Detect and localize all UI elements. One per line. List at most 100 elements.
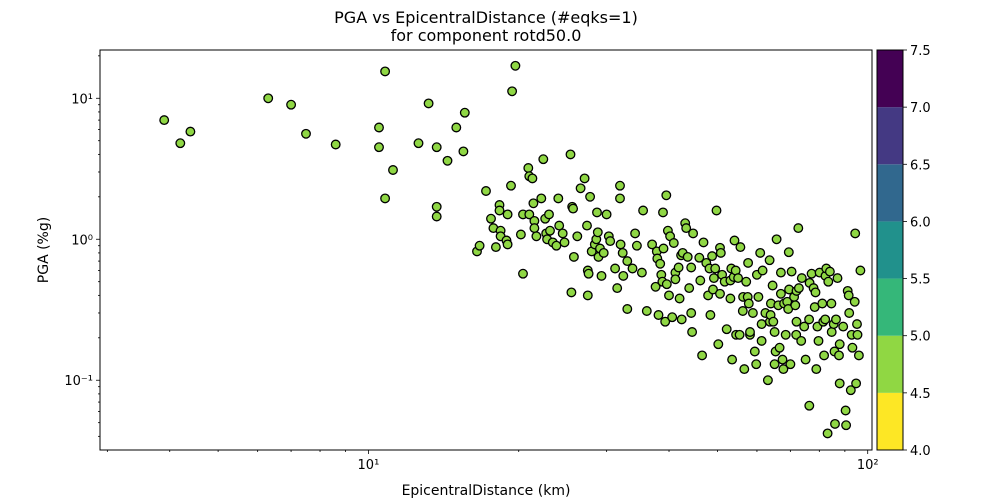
data-point <box>474 240 485 251</box>
data-point <box>661 190 672 201</box>
data-point <box>796 273 807 284</box>
data-point <box>841 420 852 431</box>
data-point <box>834 339 845 350</box>
data-point <box>592 227 603 238</box>
data-point <box>528 198 539 209</box>
colorbar-segment <box>877 221 903 279</box>
data-point <box>847 342 858 353</box>
chart-subtitle: for component rotd50.0 <box>390 26 582 45</box>
data-point <box>507 86 518 97</box>
data-point <box>695 275 706 286</box>
colorbar-tick-label: 5.5 <box>910 273 931 288</box>
data-point <box>826 327 837 337</box>
data-point <box>301 128 311 139</box>
data-point <box>778 364 789 375</box>
data-point <box>641 306 652 316</box>
data-point <box>813 335 824 346</box>
data-point <box>583 268 594 279</box>
data-point <box>374 142 384 153</box>
data-point <box>568 251 579 262</box>
data-point <box>843 290 854 301</box>
data-point <box>727 354 738 365</box>
data-point <box>531 231 542 242</box>
data-point <box>777 354 788 365</box>
data-point <box>568 203 579 214</box>
data-point <box>676 314 687 325</box>
data-point <box>764 255 775 266</box>
data-point <box>705 310 716 320</box>
data-point <box>850 228 861 239</box>
data-point <box>745 327 755 337</box>
data-point <box>529 223 540 234</box>
x-tick-label: 10² <box>857 458 879 473</box>
colorbar-tick-label: 7.5 <box>910 44 931 59</box>
data-point <box>610 263 621 274</box>
data-point <box>853 350 864 361</box>
data-point <box>734 329 745 340</box>
data-point <box>622 304 633 314</box>
data-point <box>799 321 810 332</box>
y-tick-label: 10⁻¹ <box>64 374 93 389</box>
data-point <box>834 378 845 389</box>
colorbar-segment <box>877 278 903 336</box>
data-point <box>579 173 590 184</box>
colorbar-ticks: 4.0 4.5 5.0 5.5 6.0 6.5 7.0 7.5 <box>903 44 931 459</box>
data-point <box>755 247 766 258</box>
data-point <box>698 237 709 248</box>
data-point <box>638 205 649 216</box>
colorbar-segment <box>877 392 903 450</box>
data-point <box>741 276 752 287</box>
data-point <box>451 122 462 133</box>
data-point <box>557 228 568 239</box>
data-point <box>817 298 828 309</box>
data-point <box>286 99 297 110</box>
data-point <box>687 327 698 337</box>
data-point <box>630 228 641 239</box>
data-point <box>823 276 834 287</box>
data-point <box>822 428 833 439</box>
data-point <box>572 231 583 242</box>
data-point <box>185 126 196 137</box>
data-point <box>751 359 762 370</box>
data-point <box>694 252 705 263</box>
data-point <box>684 283 695 294</box>
data-point <box>502 239 513 250</box>
data-point <box>715 247 726 258</box>
data-point <box>749 346 760 357</box>
data-point <box>618 270 629 281</box>
data-point <box>413 138 424 149</box>
data-point <box>536 193 547 204</box>
data-point <box>510 60 521 71</box>
data-point <box>458 146 469 157</box>
data-point <box>840 405 851 416</box>
colorbar-frame <box>876 49 904 451</box>
data-point <box>622 256 633 267</box>
data-point <box>834 350 844 361</box>
data-point <box>524 209 535 220</box>
data-point <box>790 300 801 311</box>
data-point <box>670 274 681 285</box>
data-point <box>819 350 830 361</box>
data-point <box>743 298 754 309</box>
data-point <box>753 291 764 302</box>
data-point <box>388 165 398 175</box>
data-point <box>674 293 685 304</box>
data-point <box>627 263 638 274</box>
data-point <box>551 240 562 251</box>
data-point <box>655 258 666 269</box>
data-point <box>756 319 767 330</box>
data-point <box>735 242 746 253</box>
data-point <box>585 191 596 202</box>
colorbar-segment <box>877 164 903 222</box>
y-axis: 10⁻¹ 10⁰ 10¹ <box>64 55 100 437</box>
data-point <box>661 279 672 290</box>
data-point <box>518 268 528 279</box>
data-point <box>596 270 607 281</box>
data-point <box>423 98 434 109</box>
data-point <box>605 236 616 247</box>
data-point <box>851 378 862 389</box>
data-point <box>774 342 785 353</box>
data-point <box>791 316 802 327</box>
data-point <box>810 287 821 298</box>
data-point <box>804 400 815 411</box>
